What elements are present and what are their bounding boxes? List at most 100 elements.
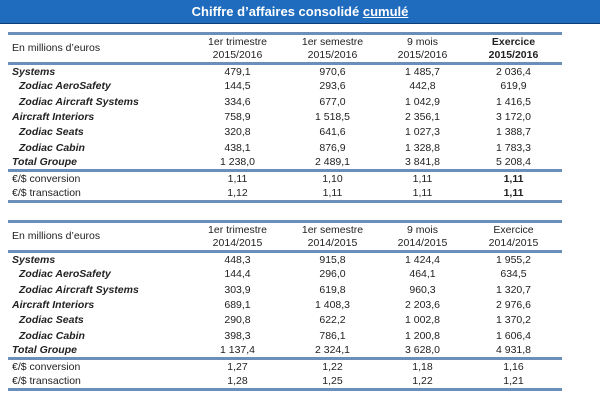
table-row: Zodiac Aircraft Systems 334,6 677,0 1 042,9… (8, 94, 562, 109)
title-underlined: cumulé (362, 4, 409, 19)
row-label: Zodiac Cabin (19, 141, 85, 154)
table-row: Zodiac AeroSafety 144,5 293,6 442,8 619,9 (8, 79, 562, 94)
cell-value: 3 628,0 (404, 344, 441, 357)
row-label: Zodiac Aircraft Systems (19, 95, 139, 108)
row-label: Zodiac Aircraft Systems (19, 283, 139, 296)
cell-value: 303,9 (224, 283, 251, 296)
cell-value: 1 783,3 (495, 141, 532, 154)
cell-value: 1 606,4 (495, 329, 532, 342)
column-header: 9 mois 2015/2016 (380, 34, 465, 64)
table-row: Zodiac Cabin 438,1 876,9 1 328,8 1 783,3 (8, 140, 562, 155)
table-row: Aircraft Interiors 758,9 1 518,5 2 356,1 3 1… (8, 109, 562, 124)
cell-value: 398,3 (224, 329, 251, 342)
cell-value: 3 172,0 (495, 111, 532, 124)
cell-value: 1,11 (227, 172, 248, 185)
row-label: Zodiac Cabin (19, 329, 85, 342)
table-row: Zodiac Seats 320,8 641,6 1 027,3 1 388,7 (8, 125, 562, 140)
cell-value: 3 841,8 (404, 156, 441, 169)
column-year: 2015/2016 (488, 48, 539, 61)
cell-value: 1 408,3 (314, 299, 351, 312)
cell-value: 1,10 (322, 172, 343, 185)
column-header: 9 mois 2014/2015 (380, 222, 465, 252)
column-period: Exercice (491, 35, 536, 48)
cell-value: 1,11 (412, 172, 433, 185)
cell-value: 296,0 (319, 268, 346, 281)
table-row: Aircraft Interiors 689,1 1 408,3 2 203,6 2 9… (8, 297, 562, 312)
row-label: Zodiac Seats (19, 126, 84, 139)
cell-value: 2 324,1 (314, 344, 351, 357)
column-header: 1er trimestre 2014/2015 (190, 222, 285, 252)
table-row: Zodiac AeroSafety 144,4 296,0 464,1 634,5 (8, 267, 562, 282)
column-header: 1er semestre 2015/2016 (285, 34, 380, 64)
table-row: Total Groupe 1 137,4 2 324,1 3 628,0 4 931,8 (8, 343, 562, 359)
cell-value: 2 356,1 (404, 111, 441, 124)
cell-value: 1 518,5 (314, 111, 351, 124)
cell-value: 1 137,4 (219, 344, 256, 357)
cell-value: 479,1 (224, 65, 251, 78)
cell-value: 1,21 (503, 374, 524, 387)
column-period: Exercice (493, 223, 534, 236)
cell-value: 2 489,1 (314, 156, 351, 169)
cell-value: 1 200,8 (404, 329, 441, 342)
header-row: En millions d’euros 1er trimestre 2014/201… (8, 222, 562, 252)
row-label: Total Groupe (12, 156, 77, 169)
cell-value: 1 042,9 (404, 95, 441, 108)
fx-row: €/$ transaction 1,12 1,11 1,11 1,11 (8, 186, 562, 201)
table-row: Systems 479,1 970,6 1 485,7 2 036,4 (8, 64, 562, 79)
column-header: 1er trimestre 2015/2016 (190, 34, 285, 64)
row-label: €/$ transaction (12, 374, 81, 387)
row-label: €/$ transaction (12, 186, 81, 199)
column-year: 2015/2016 (307, 48, 358, 61)
column-period: 9 mois (407, 35, 438, 48)
row-label: Aircraft Interiors (12, 111, 95, 124)
column-year: 2014/2015 (488, 236, 539, 249)
page-title: Chiffre d’affaires consolidé cumulé (0, 0, 600, 24)
cell-value: 290,8 (224, 314, 251, 327)
cell-value: 619,9 (500, 80, 527, 93)
cell-value: 960,3 (409, 283, 436, 296)
cell-value: 641,6 (319, 126, 346, 139)
cell-value: 144,4 (224, 268, 251, 281)
row-label: Total Groupe (12, 344, 77, 357)
row-label: Aircraft Interiors (12, 299, 95, 312)
cell-value: 1,25 (322, 374, 343, 387)
cell-value: 1 238,0 (219, 156, 256, 169)
cell-value: 1 320,7 (495, 283, 532, 296)
column-year: 2015/2016 (212, 48, 263, 61)
cell-value: 1,11 (503, 172, 524, 185)
fx-row: €/$ conversion 1,11 1,10 1,11 1,11 (8, 171, 562, 186)
row-label: Zodiac AeroSafety (19, 268, 111, 281)
cell-value: 1,12 (227, 186, 248, 199)
cell-value: 1 424,4 (404, 253, 441, 266)
cell-value: 1,22 (412, 374, 433, 387)
cell-value: 2 203,6 (404, 299, 441, 312)
cell-value: 1 416,5 (495, 95, 532, 108)
cell-value: 622,2 (319, 314, 346, 327)
cell-value: 464,1 (409, 268, 436, 281)
title-text: Chiffre d’affaires consolidé (191, 4, 363, 19)
row-label: Zodiac AeroSafety (19, 80, 111, 93)
cell-value: 634,5 (500, 268, 527, 281)
cell-value: 1 388,7 (495, 126, 532, 139)
row-label: Zodiac Seats (19, 314, 84, 327)
cell-value: 1,22 (322, 360, 343, 373)
row-label: €/$ conversion (12, 172, 81, 185)
revenue-table-2014-2015: En millions d’euros 1er trimestre 2014/201… (8, 220, 562, 391)
cell-value: 1,11 (503, 186, 524, 199)
cell-value: 689,1 (224, 299, 251, 312)
cell-value: 2 036,4 (495, 65, 532, 78)
cell-value: 438,1 (224, 141, 251, 154)
cell-value: 970,6 (319, 65, 346, 78)
cell-value: 1,16 (503, 360, 524, 373)
column-header: 1er semestre 2014/2015 (285, 222, 380, 252)
cell-value: 1 328,8 (404, 141, 441, 154)
cell-value: 1,11 (412, 186, 433, 199)
cell-value: 786,1 (319, 329, 346, 342)
table-row: Zodiac Cabin 398,3 786,1 1 200,8 1 606,4 (8, 328, 562, 343)
column-period: 1er semestre (301, 223, 364, 236)
fx-row: €/$ transaction 1,28 1,25 1,22 1,21 (8, 374, 562, 389)
table-row: Zodiac Seats 290,8 622,2 1 002,8 1 370,2 (8, 313, 562, 328)
table-row: Systems 448,3 915,8 1 424,4 1 955,2 (8, 252, 562, 267)
cell-value: 1,28 (227, 374, 248, 387)
column-period: 1er semestre (301, 35, 364, 48)
